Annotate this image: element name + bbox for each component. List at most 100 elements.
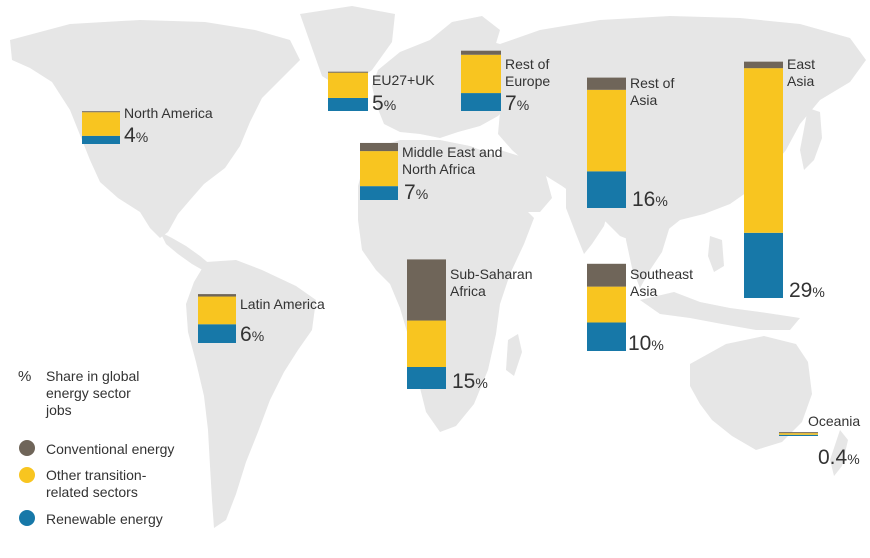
land-greenland: [300, 6, 395, 90]
legend-transition-swatch: [19, 467, 35, 483]
region-label-rest-of-europe-line-1: Rest of: [505, 56, 549, 72]
bar-renewable-eu27-uk: [328, 97, 368, 111]
world-basemap: [10, 6, 866, 528]
bar-renewable-latin-america: [198, 324, 236, 343]
bar-transition-eu27-uk: [328, 72, 368, 98]
legend-renewable-label: Renewable energy: [46, 511, 163, 527]
bar-conventional-mena: [360, 142, 398, 152]
bar-transition-southeast-asia: [587, 286, 626, 323]
region-percent-symbol-mena: %: [416, 186, 428, 202]
bar-conventional-southeast-asia: [587, 263, 626, 287]
bar-conventional-north-america: [82, 111, 120, 113]
region-percent-value-southeast-asia: 10: [628, 332, 651, 355]
region-percent-eu27-uk: 5%: [372, 92, 396, 115]
region-label-sub-saharan-africa-line-1: Sub-Saharan: [450, 266, 533, 282]
legend-percent-symbol: %: [18, 368, 31, 385]
region-percent-symbol-north-america: %: [136, 129, 148, 145]
bar-transition-oceania: [779, 433, 818, 435]
region-eu27-uk: EU27+UK 5%: [328, 71, 435, 115]
region-label-rest-of-asia-line-2: Asia: [630, 92, 657, 108]
region-percent-value-east-asia: 29: [789, 279, 812, 302]
region-label-latin-america-line-1: Latin America: [240, 296, 325, 312]
land-north-america: [10, 20, 300, 238]
land-indochina: [624, 210, 670, 288]
bar-renewable-north-america: [82, 135, 120, 144]
land-new-zealand: [830, 430, 848, 476]
region-percent-value-rest-of-europe: 7: [505, 92, 517, 115]
legend-conventional-label: Conventional energy: [46, 441, 174, 457]
bar-transition-north-america: [82, 112, 120, 136]
region-label-eu27-uk-line-1: EU27+UK: [372, 72, 435, 88]
legend-share-line-1: Share in global: [46, 368, 139, 384]
region-percent-symbol-oceania: %: [847, 451, 859, 467]
bar-conventional-sub-saharan-africa: [407, 259, 446, 321]
region-percent-value-sub-saharan-africa: 15: [452, 370, 475, 393]
region-percent-southeast-asia: 10%: [628, 332, 664, 355]
bar-renewable-sub-saharan-africa: [407, 366, 446, 389]
bar-transition-rest-of-europe: [461, 54, 501, 94]
bar-renewable-rest-of-asia: [587, 171, 626, 208]
land-indonesia: [640, 292, 800, 330]
bar-transition-latin-america: [198, 296, 236, 325]
region-label-mena-line-1: Middle East and: [402, 144, 502, 160]
region-label-sub-saharan-africa-line-2: Africa: [450, 283, 486, 299]
region-label-rest-of-asia-line-1: Rest of: [630, 75, 674, 91]
region-percent-symbol-latin-america: %: [252, 328, 264, 344]
region-percent-mena: 7%: [404, 181, 428, 204]
bar-renewable-east-asia: [744, 232, 783, 298]
land-japan: [800, 108, 822, 170]
land-philippines: [708, 236, 724, 272]
region-percent-value-north-america: 4: [124, 124, 136, 147]
land-central-america: [160, 232, 212, 272]
bar-conventional-oceania: [779, 432, 818, 434]
region-label-north-america-line-1: North America: [124, 105, 213, 121]
bar-conventional-rest-of-asia: [587, 77, 626, 90]
region-label-mena-line-2: North Africa: [402, 161, 475, 177]
region-percent-symbol-eu27-uk: %: [384, 97, 396, 113]
region-percent-oceania: 0.4%: [818, 446, 860, 469]
region-north-america: North America 4%: [82, 105, 213, 147]
bar-conventional-east-asia: [744, 61, 783, 69]
land-scandinavia: [430, 16, 500, 62]
region-label-east-asia-line-1: East: [787, 56, 815, 72]
region-percent-latin-america: 6%: [240, 323, 264, 346]
region-percent-value-latin-america: 6: [240, 323, 252, 346]
bar-transition-mena: [360, 151, 398, 187]
bar-renewable-oceania: [779, 434, 818, 436]
region-percent-sub-saharan-africa: 15%: [452, 370, 488, 393]
region-percent-rest-of-europe: 7%: [505, 92, 529, 115]
bar-renewable-mena: [360, 186, 398, 200]
region-percent-value-eu27-uk: 5: [372, 92, 384, 115]
region-label-rest-of-europe-line-2: Europe: [505, 73, 550, 89]
legend-transition-line-1: Other transition-: [46, 467, 147, 483]
region-percent-symbol-east-asia: %: [812, 284, 824, 300]
bar-transition-east-asia: [744, 68, 783, 233]
bar-transition-sub-saharan-africa: [407, 320, 446, 367]
legend-renewable-swatch: [19, 510, 35, 526]
bar-renewable-southeast-asia: [587, 322, 626, 351]
region-latin-america: Latin America 6%: [198, 294, 325, 346]
region-percent-value-mena: 7: [404, 181, 416, 204]
legend-conventional-swatch: [19, 440, 35, 456]
legend-share-line-2: energy sector: [46, 385, 131, 401]
land-madagascar: [506, 334, 522, 376]
legend-transition-line-2: related sectors: [46, 484, 138, 500]
legend-share-line-3: jobs: [45, 402, 72, 418]
legend: % Share in global energy sector jobs Con…: [18, 368, 174, 527]
region-percent-north-america: 4%: [124, 124, 148, 147]
region-label-southeast-asia-line-1: Southeast: [630, 266, 693, 282]
region-oceania: Oceania 0.4%: [779, 413, 860, 469]
region-label-southeast-asia-line-2: Asia: [630, 283, 657, 299]
region-percent-symbol-rest-of-europe: %: [517, 97, 529, 113]
region-percent-east-asia: 29%: [789, 279, 825, 302]
region-label-oceania-line-1: Oceania: [808, 413, 860, 429]
region-percent-value-oceania: 0.4: [818, 446, 848, 469]
